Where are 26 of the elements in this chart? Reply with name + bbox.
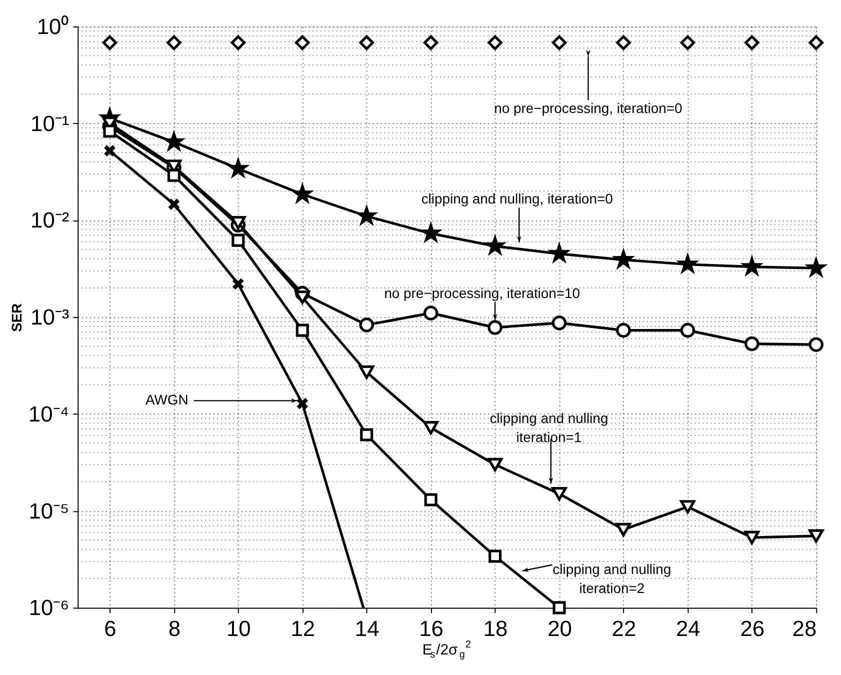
- x-tick-label: 16: [419, 616, 444, 642]
- x-tick-label: 10: [226, 616, 251, 642]
- x-tick-label: 6: [104, 616, 116, 642]
- x-tick-label: 12: [290, 616, 316, 642]
- y-tick-label: 10⁻⁵: [28, 498, 70, 524]
- annotation: clipping and nulling iteration=2: [552, 560, 672, 596]
- y-axis-title: SER: [8, 303, 24, 332]
- annotation: clipping and nulling iteration=1: [490, 410, 608, 446]
- y-tick-label: 10⁻³: [30, 304, 70, 330]
- x-tick-label: 14: [354, 616, 380, 642]
- annotation: clipping and nulling, iteration=0: [421, 190, 614, 207]
- annotation: AWGN: [145, 392, 188, 408]
- x-tick-label: 26: [740, 616, 765, 642]
- annotation: no pre−processing, iteration=10: [384, 285, 580, 302]
- annotation: no pre−processing, iteration=0: [494, 100, 682, 116]
- y-tick-label: 10⁰: [36, 14, 70, 39]
- y-tick-label: 10⁻⁶: [28, 595, 70, 620]
- x-tick-label: 28: [792, 616, 817, 642]
- x-tick-label: 18: [483, 616, 508, 642]
- x-tick-label: 24: [676, 616, 700, 642]
- y-tick-label: 10⁻¹: [30, 110, 70, 136]
- y-tick-label: 10⁻²: [30, 208, 70, 233]
- y-tick-label: 10⁻⁴: [28, 401, 70, 426]
- x-tick-label: 8: [168, 616, 181, 642]
- x-tick-label: 20: [548, 616, 572, 642]
- x-tick-label: 22: [612, 616, 636, 642]
